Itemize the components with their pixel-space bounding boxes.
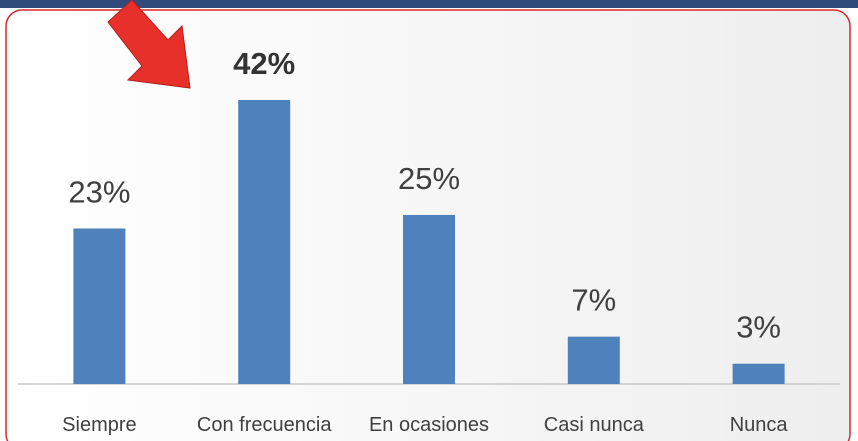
x-tick-label: Nunca [730, 414, 789, 436]
value-label: 25% [398, 161, 460, 196]
x-tick-label: Con frecuencia [197, 414, 332, 436]
bar [567, 336, 620, 384]
arrow [107, 0, 191, 89]
value-label: 42% [233, 46, 295, 81]
header-strip [0, 0, 858, 8]
bar [73, 228, 126, 384]
value-label: 7% [571, 283, 616, 318]
x-tick-label: Siempre [62, 414, 136, 436]
bar [238, 100, 291, 384]
x-tick-label: Casi nunca [544, 414, 645, 436]
bar [732, 363, 785, 384]
bar [403, 214, 455, 384]
value-label: 3% [736, 310, 781, 345]
value-label: 23% [68, 174, 130, 209]
x-tick-label: En ocasiones [369, 414, 489, 436]
